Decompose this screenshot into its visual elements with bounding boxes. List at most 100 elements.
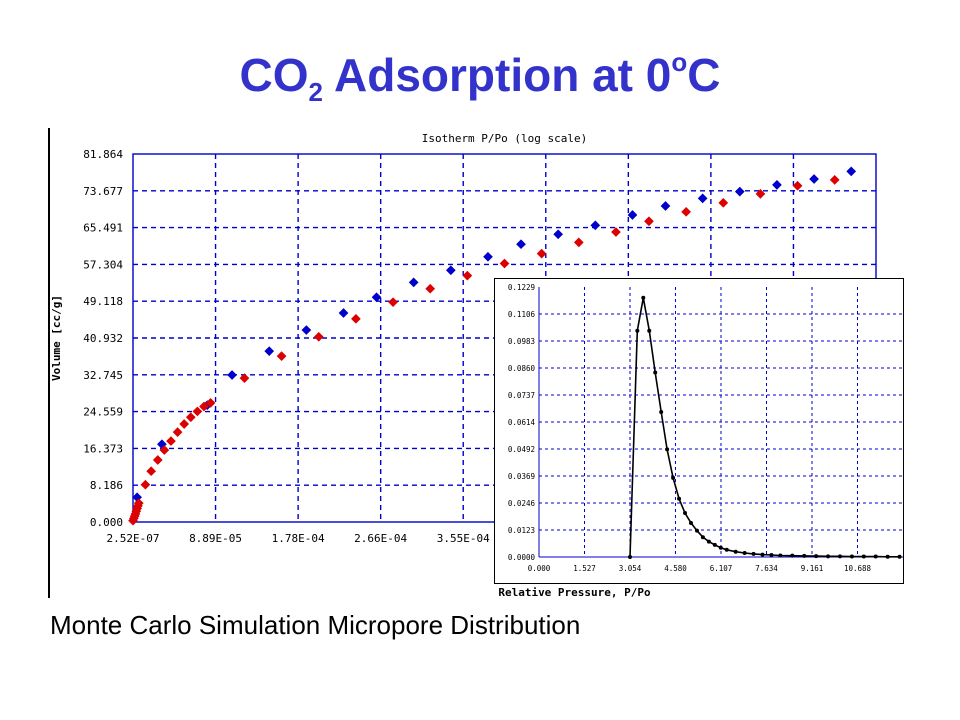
distribution-point (790, 553, 795, 558)
red-data-point (185, 412, 196, 423)
distribution-point (688, 520, 693, 525)
y-tick-label: 65.491 (83, 222, 123, 235)
distribution-point (885, 554, 890, 559)
distribution-point (742, 551, 747, 556)
inset-y-tick-label: 0.1229 (508, 283, 535, 292)
distribution-point (712, 542, 717, 547)
red-data-point (172, 427, 183, 437)
x-tick-label: 2.66E-04 (354, 532, 407, 545)
blue-data-point (301, 325, 312, 335)
red-data-point (192, 406, 203, 417)
red-data-point (462, 270, 473, 281)
blue-data-point (846, 166, 857, 177)
blue-data-point (697, 193, 708, 204)
red-data-point (152, 455, 163, 465)
inset-y-tick-label: 0.0737 (508, 391, 535, 400)
inset-y-tick-label: 0.0983 (508, 337, 535, 346)
red-data-point (536, 248, 547, 259)
inset-y-tick-label: 0.0860 (508, 364, 536, 373)
inset-x-tick-label: 0.000 (528, 564, 551, 573)
red-data-point (611, 227, 621, 237)
red-data-point (276, 351, 287, 361)
inset-x-tick-label: 1.527 (573, 564, 596, 573)
red-data-point (351, 313, 361, 324)
pore-distribution-chart: 0.0000 0.0123 0.0246 0.0369 0.0492 0.0614 0.07… (508, 283, 903, 573)
x-axis-label: Relative Pressure, P/Po (498, 586, 651, 599)
distribution-point (665, 447, 670, 452)
red-data-point (718, 197, 729, 208)
blue-data-point (227, 370, 237, 380)
title-end: C (687, 49, 721, 101)
inset-x-tick-label: 4.580 (664, 564, 687, 573)
red-data-point (792, 180, 803, 191)
red-data-point (205, 398, 216, 408)
blue-data-point (660, 201, 671, 211)
blue-data-point (809, 174, 819, 184)
red-data-point (755, 188, 766, 199)
red-data-point (179, 419, 190, 429)
distribution-point (641, 295, 646, 300)
blue-data-point (371, 292, 382, 303)
distribution-point (802, 553, 807, 558)
distribution-point (733, 549, 738, 554)
distribution-point (677, 496, 682, 501)
y-axis-label: Volume [cc/g] (50, 295, 63, 381)
red-data-point (388, 297, 398, 308)
distribution-point (706, 539, 711, 544)
y-tick-label: 24.559 (83, 406, 123, 419)
blue-data-point (264, 346, 275, 357)
distribution-point (700, 535, 705, 540)
title-rest: Adsorption at 0 (322, 49, 672, 101)
y-tick-label: 81.864 (83, 148, 123, 161)
red-data-point (829, 175, 840, 185)
distribution-point (814, 554, 819, 559)
title-main: CO (239, 49, 309, 101)
distribution-point (826, 554, 831, 559)
distribution-point (849, 554, 854, 559)
distribution-point (653, 370, 658, 375)
inset-y-tick-label: 0.0246 (508, 499, 536, 508)
distribution-point (628, 555, 633, 559)
blue-data-point (483, 251, 493, 262)
inset-y-tick-label: 0.0000 (508, 553, 536, 562)
blue-data-point (445, 265, 456, 276)
inset-x-tick-label: 7.634 (755, 564, 778, 573)
distribution-point (897, 554, 902, 559)
x-tick-label: 1.78E-04 (272, 532, 325, 545)
blue-data-point (590, 220, 601, 231)
blue-data-point (553, 229, 564, 240)
red-data-point (644, 216, 654, 227)
red-data-point (573, 237, 584, 248)
y-tick-label: 49.118 (83, 295, 123, 308)
slide-title: CO2 Adsorption at 0oC (0, 48, 960, 105)
distribution-point (635, 328, 640, 333)
red-data-point (681, 206, 691, 217)
red-data-point (140, 479, 151, 490)
distribution-point (671, 475, 676, 480)
red-data-point (133, 498, 144, 508)
distribution-point (873, 554, 878, 559)
red-data-point (499, 258, 510, 269)
distribution-point (694, 528, 699, 533)
chart-title: Isotherm P/Po (log scale) (422, 132, 588, 145)
distribution-point (760, 552, 765, 557)
distribution-point (751, 551, 756, 556)
y-tick-label: 16.373 (83, 442, 123, 455)
left-rule (48, 128, 50, 598)
distribution-point (769, 553, 774, 558)
y-tick-label: 8.186 (90, 479, 123, 492)
x-tick-label: 2.52E-07 (107, 532, 160, 545)
red-data-point (313, 331, 324, 342)
blue-data-point (772, 180, 782, 190)
blue-data-point (627, 210, 638, 220)
inset-x-tick-label: 9.161 (801, 564, 824, 573)
y-tick-label: 32.745 (83, 369, 123, 382)
distribution-point (647, 328, 652, 333)
distribution-point (683, 511, 688, 516)
red-data-point (239, 373, 250, 384)
inset-x-tick-label: 6.107 (710, 564, 733, 573)
distribution-point (659, 410, 664, 415)
inset-y-tick-label: 0.0492 (508, 445, 535, 454)
pore-distribution-inset: 0.0000 0.0123 0.0246 0.0369 0.0492 0.0614 0.07… (494, 278, 904, 584)
blue-data-point (516, 239, 526, 250)
